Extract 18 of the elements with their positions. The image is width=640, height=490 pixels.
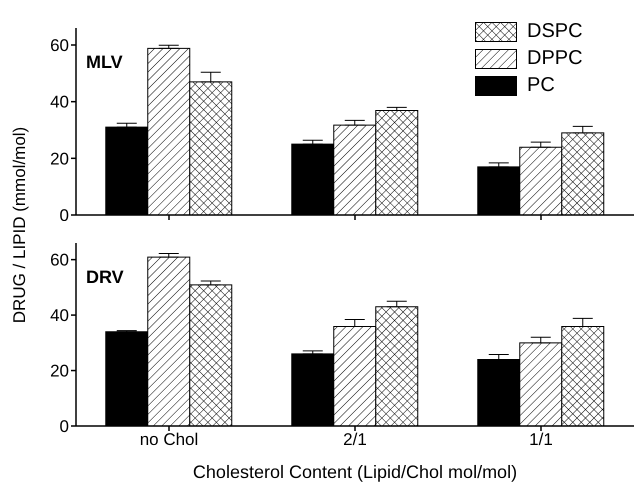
x-tick-label: no Chol bbox=[140, 430, 198, 450]
y-tick-label: 20 bbox=[50, 362, 69, 381]
y-tick-label: 0 bbox=[60, 206, 69, 226]
x-axis-title: Cholesterol Content (Lipid/Chol mol/mol) bbox=[192, 462, 518, 483]
legend-label: DPPC bbox=[527, 47, 583, 70]
y-axis-title: DRUG / LIPID (mmol/mol) bbox=[10, 126, 30, 324]
y-tick-label: 60 bbox=[50, 36, 69, 56]
y-tick-label: 20 bbox=[50, 149, 69, 168]
y-tick-label: 40 bbox=[50, 92, 69, 112]
y-tick-label: 0 bbox=[60, 417, 69, 436]
x-tick-label: 2/1 bbox=[343, 430, 367, 450]
y-tick-label: 60 bbox=[50, 250, 69, 270]
legend-label: DSPC bbox=[527, 20, 583, 43]
text: MLV bbox=[86, 52, 123, 73]
text: DRV bbox=[86, 267, 124, 288]
legend-label: PC bbox=[527, 74, 555, 97]
x-tick-label: 1/1 bbox=[529, 430, 553, 450]
y-tick-label: 40 bbox=[50, 306, 69, 326]
